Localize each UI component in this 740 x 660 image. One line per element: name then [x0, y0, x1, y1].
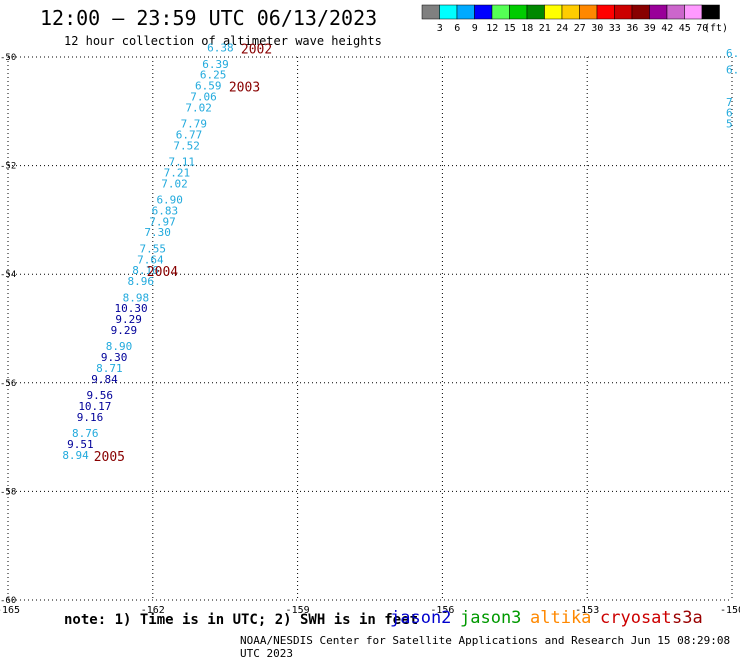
swh-value-label: 8.94	[62, 449, 89, 462]
swh-value-label-edge: 6.	[726, 63, 739, 76]
legend-label: 33	[609, 23, 621, 34]
swh-value-label: 10.17	[78, 400, 111, 413]
swh-value-label: 9.29	[111, 324, 138, 337]
swh-value-label: 8.96	[127, 275, 154, 288]
time-label: 2002	[241, 43, 272, 58]
swh-value-label: 9.29	[115, 313, 142, 326]
time-label: 2003	[229, 81, 260, 96]
x-tick-label: -156	[430, 605, 454, 616]
satellite-label: altika	[530, 608, 592, 628]
legend-label: 9	[472, 23, 478, 34]
legend-label: 6	[454, 23, 460, 34]
swh-value-label: 6.38	[207, 42, 234, 55]
legend-label: 39	[644, 23, 656, 34]
map-subtitle: 12 hour collection of altimeter wave hei…	[64, 34, 382, 48]
swh-value-label: 7.06	[190, 90, 217, 103]
x-tick-label: -150	[720, 605, 740, 616]
x-tick-label: -153	[575, 605, 599, 616]
satellite-label: cryosat	[600, 608, 672, 628]
swh-value-label: 8.98	[123, 291, 150, 304]
y-tick-label: -56	[0, 379, 16, 389]
legend-label: 18	[521, 23, 533, 34]
swh-value-label: 8.76	[72, 427, 99, 440]
swh-value-label: 6.25	[200, 69, 227, 82]
swh-value-label: 8.16	[132, 264, 159, 277]
footer-credit: NOAA/NESDIS Center for Satellite Applica…	[240, 634, 731, 660]
swh-value-label: 9.84	[91, 373, 118, 386]
legend-label: 3	[437, 23, 443, 34]
legend-label: 36	[626, 23, 638, 34]
legend-label: 21	[539, 23, 551, 34]
swh-value-label: 9.30	[101, 351, 128, 364]
swh-value-label: 7.79	[181, 118, 208, 131]
legend-swatch	[701, 4, 720, 20]
y-tick-label: -50	[0, 53, 16, 63]
time-label: 2004	[147, 265, 178, 280]
y-tick-label: -52	[0, 162, 16, 172]
swh-value-label: 9.16	[77, 411, 104, 424]
swh-value-label: 7.97	[149, 215, 176, 228]
swh-value-label: 7.52	[173, 139, 200, 152]
swh-value-label: 7.64	[137, 253, 164, 266]
swh-value-label: 10.30	[115, 302, 148, 315]
legend-label: 24	[556, 23, 568, 34]
y-tick-label: -54	[0, 270, 16, 280]
swh-value-label: 8.90	[106, 340, 133, 353]
swh-value-label-edge: 7	[726, 96, 733, 109]
swh-value-label: 6.90	[156, 194, 183, 207]
swh-value-label: 6.77	[176, 128, 203, 141]
swh-value-label: 9.51	[67, 438, 94, 451]
color-legend: 3 6 9 12 15 18 21 24 27 30 33 36 39 42 45 70(ft)	[421, 4, 728, 34]
footer-note: note: 1) Time is in UTC; 2) SWH is in fe…	[64, 612, 419, 628]
swh-value-label: 7.55	[140, 242, 167, 255]
legend-label: 12	[486, 23, 498, 34]
swh-value-label: 7.21	[164, 166, 191, 179]
swh-value-label-edge: 6.6	[726, 47, 740, 60]
swh-value-label: 6.59	[195, 80, 222, 93]
legend-label: 30	[591, 23, 603, 34]
swh-value-label: 7.11	[169, 156, 196, 169]
legend-label: 42	[661, 23, 673, 34]
map-title: 12:00 – 23:59 UTC 06/13/2023	[40, 6, 378, 30]
swh-value-label: 7.30	[144, 226, 171, 239]
legend-label: 27	[574, 23, 586, 34]
x-tick-label: -159	[286, 605, 310, 616]
legend-label: 15	[504, 23, 516, 34]
swh-value-label: 7.02	[161, 177, 188, 190]
satellite-label: jason2	[390, 608, 452, 628]
swh-value-label: 7.02	[185, 101, 212, 114]
legend-label: 45	[679, 23, 691, 34]
x-tick-label: -165	[0, 605, 20, 616]
y-tick-label: -60	[0, 596, 16, 606]
x-tick-label: -162	[141, 605, 165, 616]
swh-value-label: 9.56	[86, 389, 113, 402]
satellite-label: jason3	[460, 608, 522, 628]
swh-value-label-edge: 6	[726, 107, 733, 120]
time-label: 2005	[94, 450, 125, 465]
swh-value-label: 8.71	[96, 362, 123, 375]
y-tick-label: -58	[0, 487, 16, 497]
satellite-label: s3a	[672, 608, 703, 628]
legend-label: 70	[696, 23, 708, 34]
swh-value-label: 6.83	[152, 204, 179, 217]
swh-value-label-edge: 5	[726, 118, 733, 131]
swh-value-label: 6.39	[202, 58, 229, 71]
legend-unit: (ft)	[704, 23, 728, 34]
